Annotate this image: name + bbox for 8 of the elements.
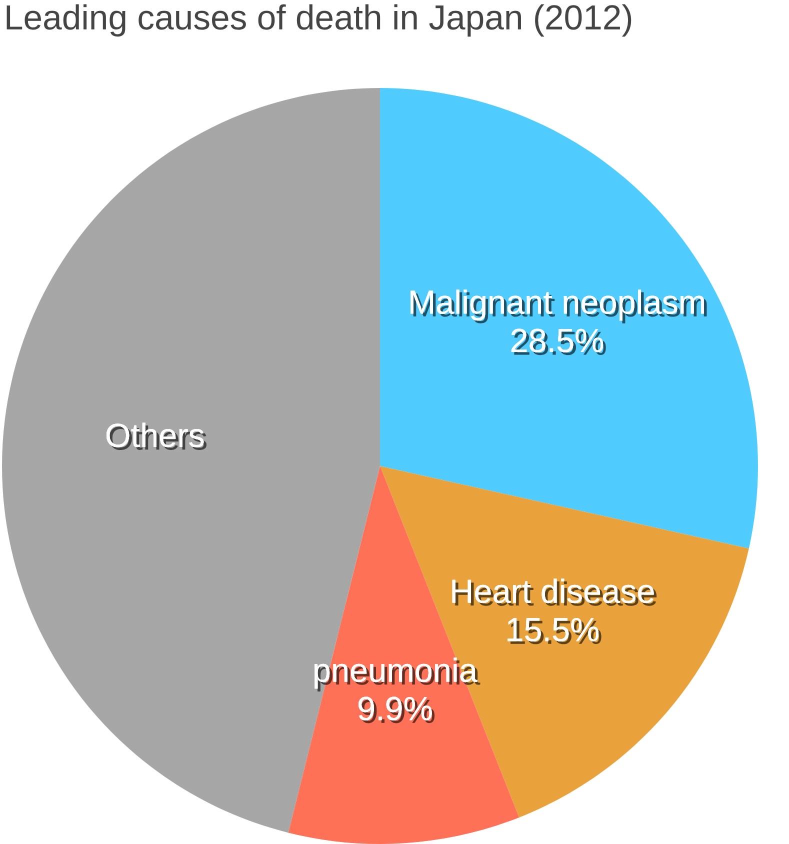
slice-label: Heart disease (452, 578, 657, 606)
chart-title: Leading causes of death in Japan (2012) (6, 4, 632, 37)
slice-label: pneumonia (314, 658, 480, 692)
data-label: 9.9% (358, 696, 435, 724)
data-label: 15.5% (508, 618, 602, 644)
data-label: 28.5% (511, 328, 606, 356)
slice-label: Others (106, 422, 206, 450)
slice-label: Malignant neoplasm (410, 290, 707, 324)
